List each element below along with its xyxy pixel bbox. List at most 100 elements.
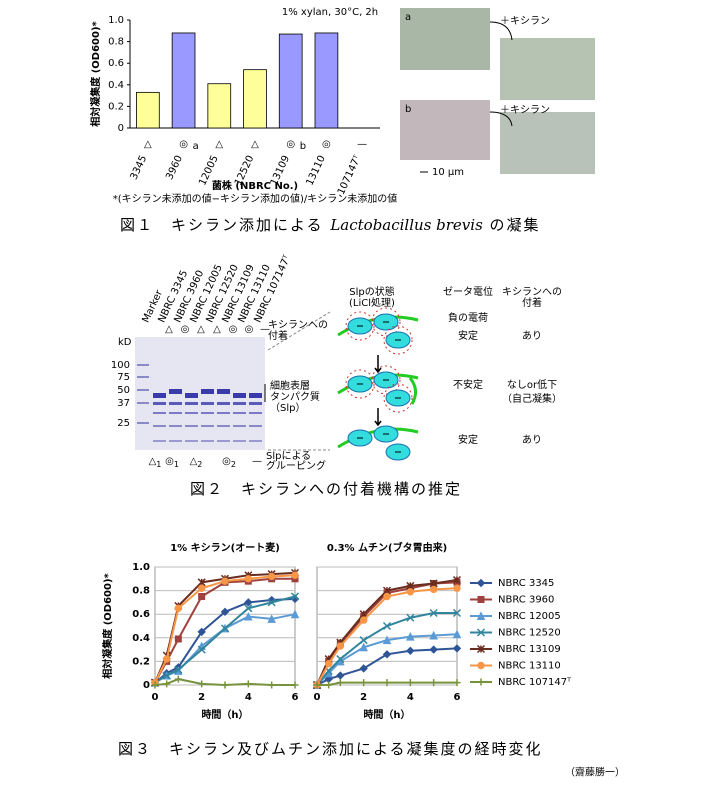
scale-label: 10 μm — [432, 167, 464, 178]
gel-band — [233, 425, 246, 427]
gel-band — [169, 440, 182, 442]
x-tick-label: 6 — [454, 692, 461, 703]
pointer — [267, 311, 331, 351]
data-point — [163, 680, 171, 688]
data-point — [476, 628, 486, 637]
strain-marker: ◎ — [286, 139, 295, 150]
data-point — [197, 645, 206, 654]
data-point — [244, 680, 252, 688]
gel-band — [201, 402, 214, 405]
legend-label: NBRC 3960 — [498, 595, 554, 606]
strain-marker: ◎ — [322, 139, 331, 150]
data-point — [359, 636, 368, 645]
photo-label: a — [405, 12, 411, 23]
legend-label: NBRC 12005 — [498, 611, 561, 622]
x-tick-label: 2 — [360, 692, 367, 703]
xylan-fiber — [408, 377, 417, 405]
y-tick-label: 1.0 — [108, 15, 124, 26]
slp-layer — [371, 365, 401, 395]
lane-marker: — — [260, 324, 270, 335]
treatment-label: ＋キシラン — [500, 104, 550, 116]
gel-band — [233, 402, 246, 405]
data-point — [452, 575, 462, 585]
diagram-header: (LiCl処理) — [349, 296, 395, 309]
strain-marker: ◎ — [179, 139, 188, 150]
group-marker: △2 — [190, 456, 203, 469]
gel-band — [217, 425, 230, 427]
data-point — [336, 679, 344, 687]
legend-label: NBRC 12520 — [498, 628, 561, 639]
chart-title: 1% キシラン(オート麦) — [170, 541, 280, 554]
band-label: タンパク質 — [270, 390, 320, 403]
group-symbol: ◎ — [165, 456, 174, 467]
data-point — [244, 604, 253, 613]
bar — [171, 32, 196, 129]
kd-tick: 37 — [117, 398, 130, 409]
data-point — [198, 680, 206, 688]
data-point — [313, 681, 321, 689]
data-point — [476, 578, 486, 588]
gel-band — [201, 425, 214, 427]
slp-layer — [345, 311, 375, 341]
diagram-header: Slpの状態 — [349, 285, 394, 298]
data-point — [382, 621, 392, 631]
data-point — [220, 624, 230, 633]
gel-band — [153, 425, 166, 427]
data-point — [268, 681, 276, 689]
data-point — [198, 593, 206, 600]
adhesion-label: （自己凝集） — [502, 392, 562, 405]
gel-band — [137, 389, 149, 391]
legend-label: NBRC 3345 — [498, 578, 554, 589]
slp-layer — [383, 325, 413, 355]
data-point — [406, 632, 415, 641]
data-point — [221, 681, 229, 689]
gel-band — [217, 389, 230, 394]
data-point — [429, 645, 438, 654]
y-tick-label: 0 — [118, 123, 124, 134]
y-tick-label: 0.6 — [132, 609, 150, 620]
data-point — [336, 655, 345, 664]
y-tick-label: 0.2 — [108, 101, 124, 112]
row-label: キシランへの — [268, 319, 328, 331]
data-point — [429, 585, 438, 594]
data-point — [382, 650, 392, 659]
group-index: 2 — [231, 460, 236, 469]
photo — [400, 100, 490, 160]
x-tick-label: 3960 — [164, 154, 185, 182]
group-marker: ◎1 — [165, 456, 179, 469]
x-axis-title: 時間（h） — [363, 708, 410, 721]
gel-band — [233, 412, 246, 414]
adhesion-label: あり — [522, 434, 542, 446]
data-point — [452, 608, 462, 618]
adhesion-label: あり — [522, 330, 542, 342]
data-point — [382, 635, 392, 645]
y-axis-title: 相対凝集度 (OD600)* — [89, 20, 102, 126]
group-marker: ◎2 — [222, 456, 236, 469]
arrow — [489, 111, 513, 127]
group-index: 1 — [156, 460, 161, 469]
data-point — [244, 611, 253, 621]
x-tick-label: 2 — [198, 692, 205, 703]
gel-band — [137, 422, 149, 424]
charge-label: 負の電荷 — [448, 312, 488, 324]
gel-band — [169, 402, 182, 405]
series-line — [316, 633, 458, 686]
lane-marker: ◎ — [229, 324, 238, 335]
group-symbol: — — [252, 456, 262, 467]
group-index: 2 — [197, 460, 202, 469]
legend-label: NBRC 13110 — [498, 661, 561, 672]
kd-tick: 100 — [111, 360, 130, 371]
x-tick-label: 3345 — [129, 154, 150, 182]
data-point — [336, 671, 345, 680]
group-index: 1 — [174, 460, 179, 469]
y-tick-label: 0.2 — [132, 656, 150, 667]
data-point — [429, 630, 438, 640]
bar — [243, 69, 267, 129]
adhesion-label: なしor低下 — [507, 378, 557, 391]
kd-tick: 50 — [117, 385, 130, 396]
data-point — [174, 604, 183, 612]
gel-band — [153, 402, 166, 405]
lane-marker: △ — [213, 324, 221, 335]
series-line — [154, 574, 296, 684]
